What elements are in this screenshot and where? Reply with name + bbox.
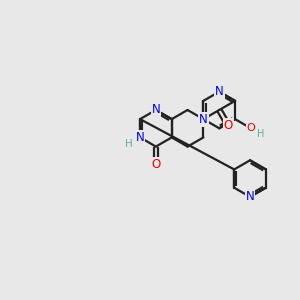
Text: N: N	[199, 112, 208, 126]
Text: O: O	[247, 123, 255, 133]
Text: H: H	[125, 139, 133, 149]
Text: O: O	[224, 119, 233, 132]
Text: O: O	[151, 158, 160, 171]
Text: N: N	[246, 190, 254, 203]
Text: H: H	[257, 129, 264, 139]
Text: N: N	[136, 131, 144, 144]
Text: N: N	[152, 103, 160, 116]
Text: N: N	[215, 85, 224, 98]
